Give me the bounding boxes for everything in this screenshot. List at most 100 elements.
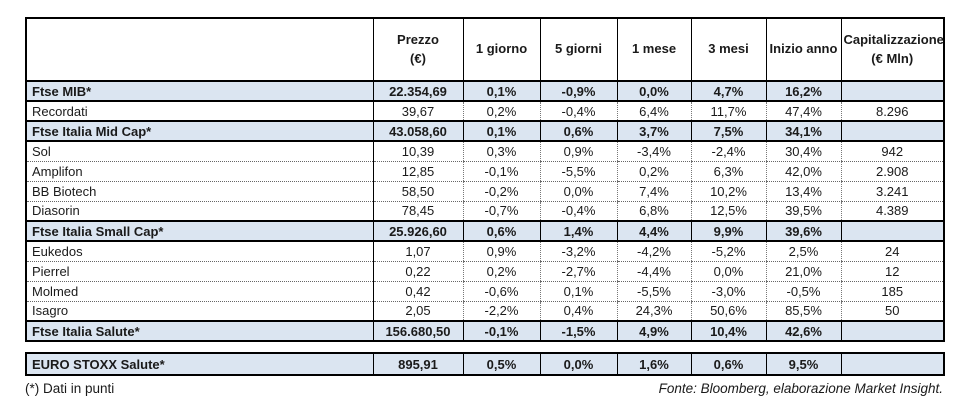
- cell-g5: -3,2%: [539, 241, 617, 262]
- cell-m1: 0,2%: [616, 161, 691, 182]
- cell-g5: 1,4%: [539, 220, 617, 242]
- cell-prezzo: 39,67: [372, 101, 463, 122]
- cell-m3: 6,3%: [690, 161, 766, 182]
- col-header-label: 3 mesi: [708, 41, 749, 57]
- cell-cap: 4.389: [840, 201, 944, 222]
- main-table-body: Ftse MIB* 22.354,69 0,1% -0,9% 0,0% 4,7% 16,2%…: [26, 80, 944, 342]
- col-header-label: 5 giorni: [555, 41, 602, 57]
- cell-g1: 0,1%: [462, 120, 540, 142]
- cell-m3: 10,4%: [690, 320, 766, 342]
- cell-m1: 6,8%: [616, 201, 691, 222]
- cell-cap: 185: [840, 281, 944, 302]
- col-header-label: Inizio anno: [769, 41, 838, 57]
- cell-m3: 11,7%: [690, 101, 766, 122]
- stock-row: BB Biotech 58,50 -0,2% 0,0% 7,4% 10,2% 13,4% 3.…: [26, 181, 944, 202]
- cell-prezzo: 156.680,50: [372, 320, 463, 342]
- col-header-1-giorno: 1 giorno: [462, 17, 541, 82]
- cell-m1: 24,3%: [616, 301, 691, 322]
- detached-table-body: EURO STOXX Salute* 895,91 0,5% 0,0% 1,6% 0,6%…: [26, 352, 944, 376]
- cell-g1: -0,6%: [462, 281, 540, 302]
- row-name: Recordati: [26, 101, 374, 122]
- cell-m1: 3,7%: [616, 120, 691, 142]
- stock-row: Molmed 0,42 -0,6% 0,1% -5,5% -3,0% -0,5% 185: [26, 281, 944, 302]
- cell-prezzo: 43.058,60: [372, 120, 463, 142]
- cell-prezzo: 22.354,69: [372, 80, 463, 102]
- cell-inizio: 39,5%: [765, 201, 841, 222]
- cell-g5: -2,7%: [539, 261, 617, 282]
- cell-inizio: 42,0%: [765, 161, 841, 182]
- cell-m3: 0,6%: [690, 352, 766, 376]
- cell-m3: 4,7%: [690, 80, 766, 102]
- cell-g1: 0,5%: [462, 352, 540, 376]
- col-header-label: Capitalizzazione: [843, 31, 944, 47]
- cell-inizio: 13,4%: [765, 181, 841, 202]
- cell-inizio: 9,5%: [765, 352, 841, 376]
- col-header-3-mesi: 3 mesi: [690, 17, 767, 82]
- stock-row: Sol 10,39 0,3% 0,9% -3,4% -2,4% 30,4% 942: [26, 141, 944, 162]
- cell-g5: 0,4%: [539, 301, 617, 322]
- cell-g1: -0,2%: [462, 181, 540, 202]
- cell-g5: -1,5%: [539, 320, 617, 342]
- market-table: Prezzo (€) 1 giorno 5 giorni 1 mese 3 me…: [25, 17, 945, 342]
- cell-g1: -0,1%: [462, 161, 540, 182]
- cell-m3: 12,5%: [690, 201, 766, 222]
- cell-prezzo: 895,91: [372, 352, 463, 376]
- cell-inizio: 16,2%: [765, 80, 841, 102]
- stock-row: Isagro 2,05 -2,2% 0,4% 24,3% 50,6% 85,5% 50: [26, 301, 944, 322]
- col-header-label: 1 giorno: [475, 41, 528, 57]
- row-name: Ftse Italia Small Cap*: [26, 220, 374, 242]
- cell-g1: -2,2%: [462, 301, 540, 322]
- cell-inizio: 85,5%: [765, 301, 841, 322]
- cell-g5: -0,4%: [539, 101, 617, 122]
- cell-m1: -5,5%: [616, 281, 691, 302]
- cell-inizio: 47,4%: [765, 101, 841, 122]
- col-header-sublabel: (€): [410, 50, 426, 66]
- cell-m1: -4,4%: [616, 261, 691, 282]
- cell-cap: [840, 120, 944, 142]
- col-header-name: [25, 17, 374, 82]
- row-name: Amplifon: [26, 161, 374, 182]
- col-header-label: 1 mese: [631, 41, 677, 57]
- cell-g5: 0,6%: [539, 120, 617, 142]
- cell-m1: 4,9%: [616, 320, 691, 342]
- row-name: Pierrel: [26, 261, 374, 282]
- cell-cap: 3.241: [840, 181, 944, 202]
- cell-g1: 0,2%: [462, 261, 540, 282]
- cell-m3: 10,2%: [690, 181, 766, 202]
- col-header-capitalizzazione: Capitalizzazione (€ Mln): [840, 17, 945, 82]
- cell-prezzo: 25.926,60: [372, 220, 463, 242]
- cell-cap: 8.296: [840, 101, 944, 122]
- index-row: Ftse Italia Mid Cap* 43.058,60 0,1% 0,6% 3,7…: [26, 120, 944, 142]
- euro-stoxx-table: EURO STOXX Salute* 895,91 0,5% 0,0% 1,6% 0,6%…: [25, 352, 945, 376]
- cell-m3: 0,0%: [690, 261, 766, 282]
- cell-cap: [840, 352, 944, 376]
- cell-cap: [840, 80, 944, 102]
- index-row: Ftse Italia Salute* 156.680,50 -0,1% -1,5% 4…: [26, 320, 944, 342]
- stock-row: Amplifon 12,85 -0,1% -5,5% 0,2% 6,3% 42,0% 2.90…: [26, 161, 944, 182]
- cell-prezzo: 2,05: [372, 301, 463, 322]
- row-name: Sol: [26, 141, 374, 162]
- cell-inizio: 42,6%: [765, 320, 841, 342]
- cell-g5: -0,9%: [539, 80, 617, 102]
- cell-g5: 0,0%: [539, 181, 617, 202]
- row-name: Diasorin: [26, 201, 374, 222]
- cell-m1: 6,4%: [616, 101, 691, 122]
- cell-prezzo: 1,07: [372, 241, 463, 262]
- cell-cap: 24: [840, 241, 944, 262]
- cell-inizio: 30,4%: [765, 141, 841, 162]
- cell-g5: 0,1%: [539, 281, 617, 302]
- table-header-row: Prezzo (€) 1 giorno 5 giorni 1 mese 3 me…: [25, 17, 945, 82]
- row-name: Eukedos: [26, 241, 374, 262]
- cell-g5: 0,9%: [539, 141, 617, 162]
- cell-cap: 12: [840, 261, 944, 282]
- row-name: Isagro: [26, 301, 374, 322]
- cell-m3: -2,4%: [690, 141, 766, 162]
- cell-m3: 9,9%: [690, 220, 766, 242]
- cell-g5: -0,4%: [539, 201, 617, 222]
- cell-g1: -0,7%: [462, 201, 540, 222]
- stock-row: Pierrel 0,22 0,2% -2,7% -4,4% 0,0% 21,0% 12: [26, 261, 944, 282]
- cell-g1: 0,1%: [462, 80, 540, 102]
- row-name: Ftse Italia Mid Cap*: [26, 120, 374, 142]
- stock-row: Eukedos 1,07 0,9% -3,2% -4,2% -5,2% 2,5% 24: [26, 241, 944, 262]
- cell-g1: 0,3%: [462, 141, 540, 162]
